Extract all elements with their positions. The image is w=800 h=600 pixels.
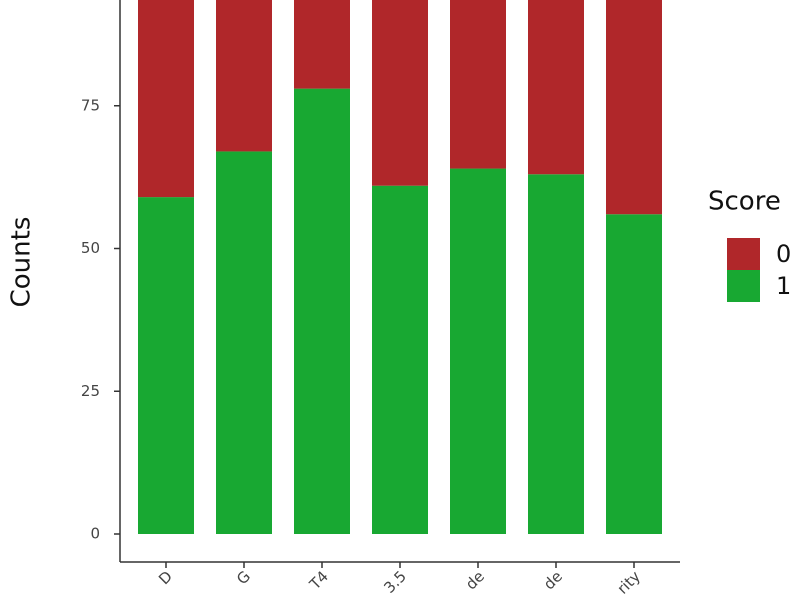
bar-segment [294, 88, 350, 535]
legend-label: 1 [776, 272, 791, 300]
bar-segment [138, 197, 194, 535]
x-tick-label: T4 [305, 567, 332, 594]
y-tick-label: 0 [90, 525, 100, 543]
bar-segment [528, 174, 584, 534]
bar-segment [606, 0, 662, 215]
x-tick-label: rity [614, 567, 645, 598]
x-tick-label: de [540, 567, 566, 593]
x-tick-label: G [233, 567, 254, 588]
legend-title: Score [708, 187, 781, 217]
legend-label: 0 [776, 240, 791, 268]
bar-segment [372, 185, 428, 534]
x-tick-label: D [155, 567, 176, 588]
x-tick-label: de [462, 567, 488, 593]
bar-segment [294, 0, 350, 89]
y-tick-label: 75 [81, 96, 100, 114]
bar-segment [528, 0, 584, 175]
x-tick-label: 3.5 [380, 567, 410, 597]
bar-segment [450, 168, 506, 534]
bar-segment [216, 151, 272, 534]
y-axis-label: Counts [7, 217, 37, 308]
y-tick-label: 50 [81, 239, 100, 257]
bar-segment [138, 0, 194, 198]
bar-segment [606, 214, 662, 535]
legend-key [727, 238, 760, 270]
legend-key [727, 270, 760, 302]
bar-segment [450, 0, 506, 169]
bar-segment [216, 0, 272, 152]
bar-segment [372, 0, 428, 186]
y-tick-label: 25 [81, 382, 100, 400]
